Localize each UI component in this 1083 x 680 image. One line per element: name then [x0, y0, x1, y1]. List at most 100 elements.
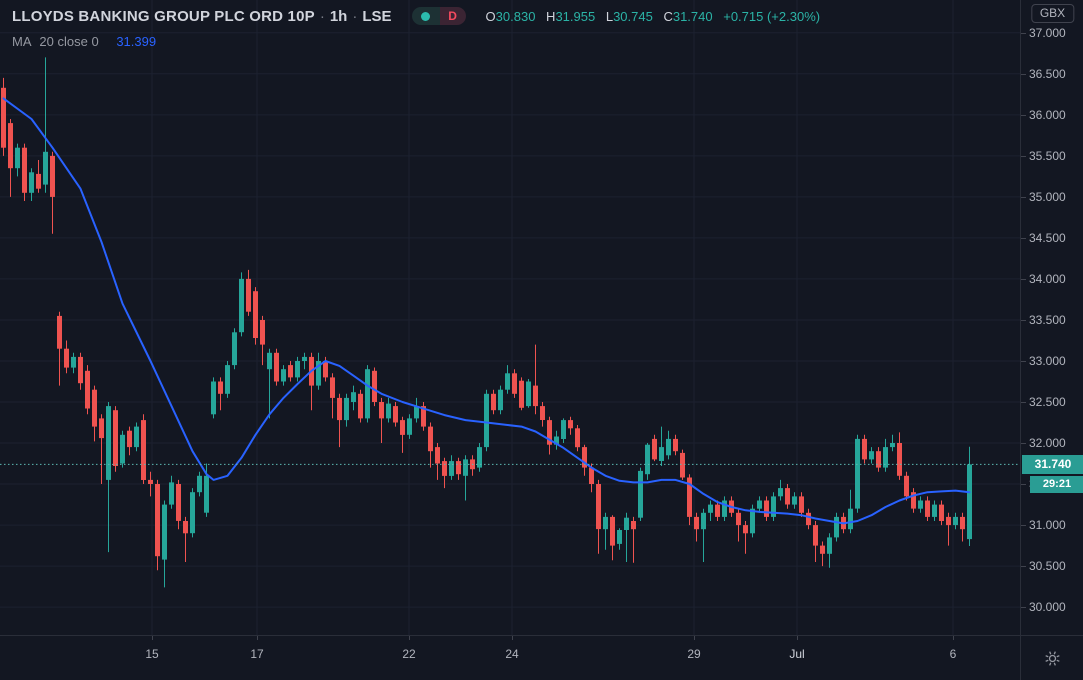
chart-pane[interactable] [0, 0, 1020, 635]
candle-body [652, 438, 657, 460]
candle-body [190, 492, 195, 534]
price-axis-label: 33.000 [1029, 353, 1066, 368]
candle-body [603, 516, 608, 530]
candle-body [967, 464, 972, 540]
candle-body [1, 87, 6, 148]
candle-body [232, 332, 237, 366]
time-axis-label: 6 [949, 647, 957, 661]
candle-body [533, 385, 538, 407]
candle-body [925, 500, 930, 517]
candle-body [834, 516, 839, 538]
candle-body [197, 475, 202, 493]
price-axis-tick [1021, 484, 1026, 485]
indicator-value: 31.399 [116, 34, 157, 49]
candle-body [267, 352, 272, 370]
time-axis-tick [694, 636, 695, 640]
symbol-title[interactable]: LLOYDS BANKING GROUP PLC ORD 10P [12, 7, 315, 25]
price-axis-tick [1021, 607, 1026, 608]
candle-body [589, 467, 594, 484]
candle-body [687, 477, 692, 517]
candle-body [64, 348, 69, 368]
price-axis-tick [1021, 566, 1026, 567]
candle-body [617, 530, 622, 544]
candle-body [295, 361, 300, 378]
candle-body [708, 504, 713, 513]
candle-body [148, 479, 153, 484]
candle-body [561, 420, 566, 439]
time-axis-label: 29 [687, 647, 701, 661]
candle-body [442, 461, 447, 476]
open-value: 30.830 [495, 8, 536, 24]
symbol-header: LLOYDS BANKING GROUP PLC ORD 10P · 1h · … [12, 5, 820, 27]
time-axis-tick [953, 636, 954, 640]
price-axis-tick [1021, 33, 1026, 34]
candle-body [155, 484, 160, 557]
candle-body [666, 438, 671, 456]
candle-body [757, 500, 762, 509]
candle-body [428, 426, 433, 452]
close-value: 31.740 [672, 8, 713, 24]
exchange-label[interactable]: LSE [362, 7, 392, 25]
market-open-dot-icon [411, 7, 440, 25]
time-axis-tick [512, 636, 513, 640]
candle-body [540, 406, 545, 420]
interval-label[interactable]: 1h [329, 7, 348, 25]
candle-body [890, 443, 895, 448]
gear-icon[interactable] [1044, 650, 1061, 667]
candle-body [568, 420, 573, 429]
currency-unit-button[interactable]: GBX [1030, 4, 1075, 23]
price-axis-tick [1021, 402, 1026, 403]
price-axis[interactable]: GBX 31.740 29:21 30.00030.50031.00031.50… [1020, 0, 1083, 635]
price-axis-label: 35.000 [1029, 189, 1066, 204]
candle-body [624, 517, 629, 530]
candle-body [414, 406, 419, 419]
time-axis-label: 24 [505, 647, 519, 661]
ma-line [2, 97, 971, 525]
market-status-toggle[interactable]: D [411, 7, 466, 25]
time-axis-label: 17 [250, 647, 264, 661]
candle-body [582, 447, 587, 468]
price-axis-tick [1021, 74, 1026, 75]
price-axis-tick [1021, 361, 1026, 362]
indicator-legend-ma[interactable]: MA 20 close 0 31.399 [12, 34, 820, 50]
low-value: 30.745 [613, 8, 653, 24]
price-axis-tick [1021, 525, 1026, 526]
candle-body [610, 516, 615, 546]
price-axis-label: 34.500 [1029, 230, 1066, 245]
price-axis-label: 34.000 [1029, 271, 1066, 286]
candle-body [946, 516, 951, 526]
price-axis-label: 30.500 [1029, 559, 1066, 574]
bar-close-countdown: 29:21 [1030, 476, 1083, 494]
candle-body [120, 434, 125, 464]
candle-body [183, 521, 188, 534]
price-axis-label: 32.000 [1029, 436, 1066, 451]
price-axis-label: 37.000 [1029, 25, 1066, 40]
open-label: O [485, 8, 496, 24]
chart-legend: LLOYDS BANKING GROUP PLC ORD 10P · 1h · … [12, 5, 820, 50]
time-axis-label: 15 [145, 647, 159, 661]
candle-body [29, 172, 34, 193]
candle-body [365, 369, 370, 419]
candle-body [792, 496, 797, 505]
price-axis-tick [1021, 156, 1026, 157]
candle-body [330, 377, 335, 398]
candle-body [645, 444, 650, 475]
price-axis-tick [1021, 238, 1026, 239]
candle-body [302, 356, 307, 361]
candle-body [897, 443, 902, 476]
time-axis-tick [257, 636, 258, 640]
candle-body [932, 504, 937, 517]
candle-body [407, 418, 412, 435]
candle-body [337, 397, 342, 421]
candle-body [799, 496, 804, 513]
candle-body [785, 488, 790, 505]
candle-body [393, 406, 398, 423]
candle-body [673, 438, 678, 452]
candle-body [435, 447, 440, 464]
price-axis-label: 36.000 [1029, 107, 1066, 122]
close-label: C [663, 8, 673, 24]
candle-body [246, 278, 251, 312]
candle-body [379, 402, 384, 419]
time-axis[interactable]: 15 17 22 24 29 Jul 6 [0, 635, 1020, 680]
